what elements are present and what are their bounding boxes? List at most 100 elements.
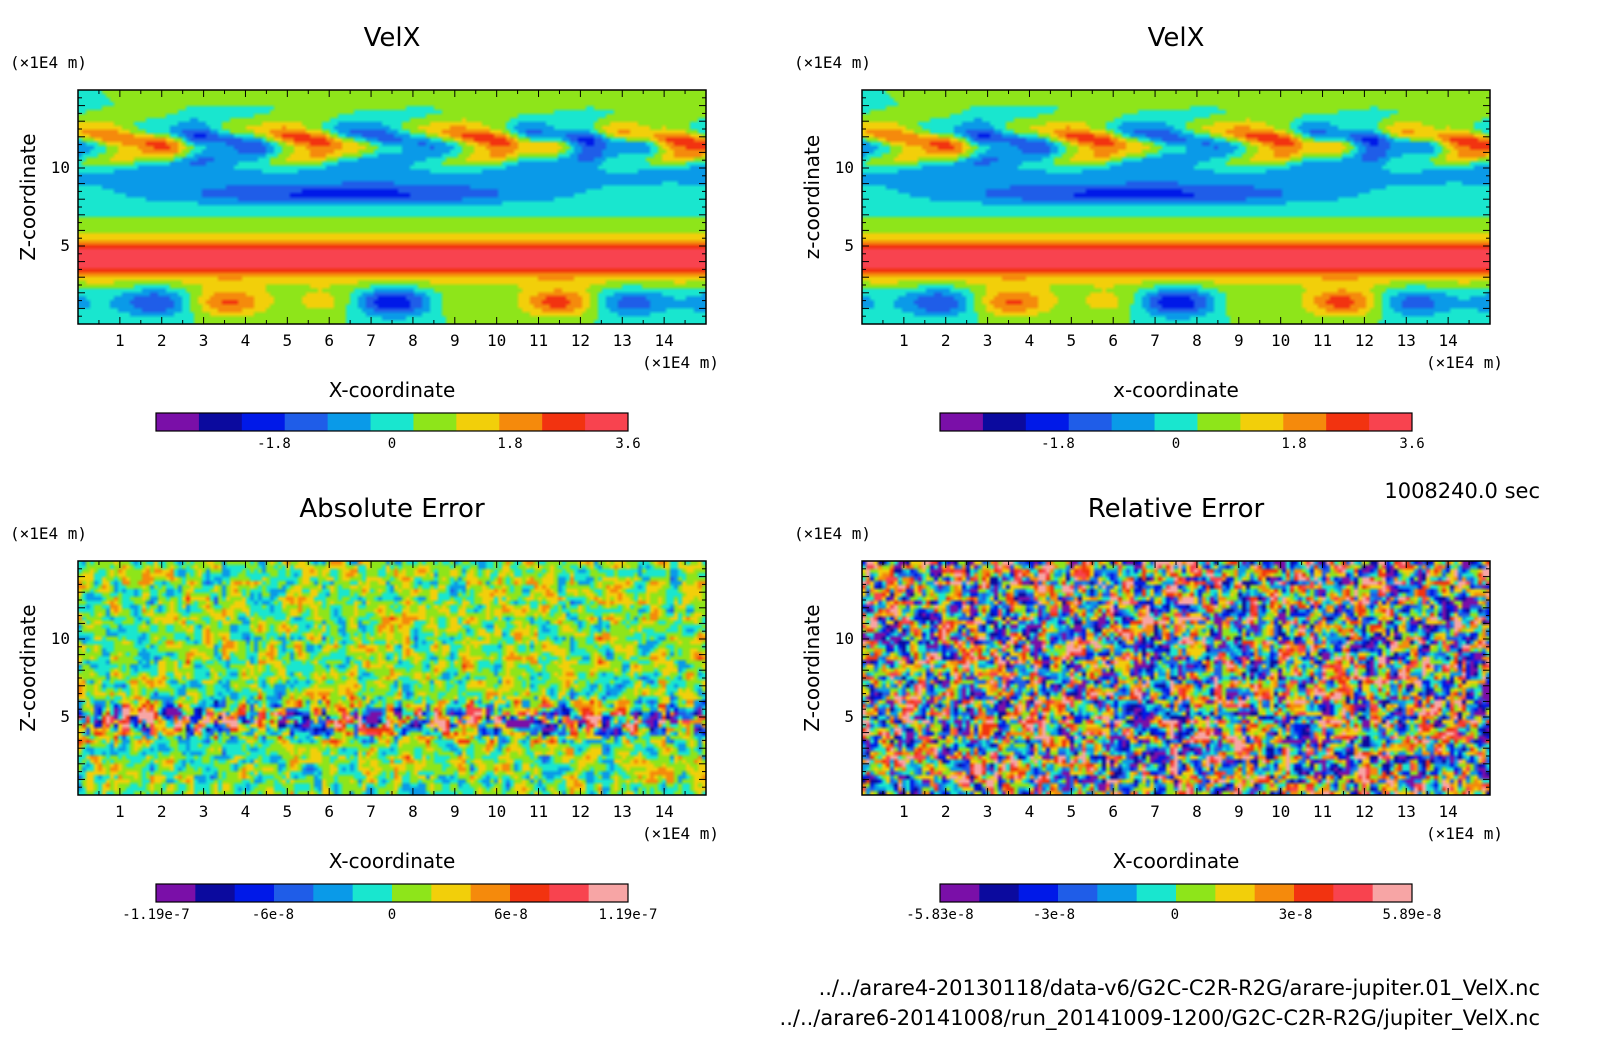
colorbar-swatch (352, 884, 393, 902)
colorbar-tick-label: -3e-8 (1033, 907, 1075, 923)
colorbar-swatch (1058, 884, 1098, 902)
colorbar-swatch (431, 884, 472, 902)
x-tick-label: 5 (1067, 331, 1077, 350)
x-tick-label: 12 (1355, 331, 1374, 350)
colorbar-swatch (241, 413, 286, 431)
colorbar-swatch (195, 884, 236, 902)
colorbar-swatch (198, 413, 243, 431)
x-axis-label: X-coordinate (1113, 849, 1240, 873)
chart-title: VelX (364, 23, 421, 53)
chart-title: VelX (1148, 23, 1205, 53)
x-tick-label: 10 (487, 331, 506, 350)
colorbar-frame (155, 883, 629, 903)
colorbar-swatch (327, 413, 372, 431)
x-tick-label: 4 (241, 331, 251, 350)
x-tick-label: 11 (1313, 331, 1332, 350)
colorbar-swatch (542, 413, 586, 431)
colorbar-swatch (1025, 413, 1070, 431)
colorbar-swatch (982, 413, 1027, 431)
x-tick-label: 4 (241, 802, 251, 821)
colorbar-swatch (156, 884, 196, 902)
colorbar-swatch (588, 884, 629, 902)
colorbar-tick-label: 1.8 (497, 436, 522, 452)
colorbar-swatch (1018, 884, 1059, 902)
colorbar-swatch (456, 413, 500, 431)
x-tick-label: 4 (1025, 802, 1035, 821)
x-tick-label: 1 (115, 802, 125, 821)
colorbar-frame (155, 412, 629, 432)
colorbar-tick-label: -1.8 (1041, 436, 1075, 452)
x-tick-label: 12 (571, 802, 590, 821)
colorbar-swatch (940, 884, 980, 902)
y-tick-label: 10 (835, 158, 854, 177)
colorbar-swatch (499, 413, 543, 431)
chart-title: Relative Error (1088, 494, 1265, 524)
x-axis-label: x-coordinate (1113, 378, 1239, 402)
colorbar-swatch (1283, 413, 1327, 431)
colorbar-swatch (1136, 884, 1177, 902)
x-tick-label: 14 (655, 802, 674, 821)
colorbar-tick-label: 1.19e-7 (598, 907, 657, 923)
x-tick-label: 3 (199, 331, 209, 350)
x-tick-label: 12 (571, 331, 590, 350)
colorbar-swatch (156, 413, 200, 431)
heatmap-field (78, 90, 706, 324)
source-file-2: ../../arare6-20141008/run_20141009-1200/… (780, 1006, 1540, 1031)
x-tick-label: 2 (157, 802, 167, 821)
x-tick-label: 13 (1397, 802, 1416, 821)
y-tick-label: 5 (844, 236, 854, 255)
colorbar-tick-label: -6e-8 (252, 907, 294, 923)
x-tick-label: 2 (157, 331, 167, 350)
x-tick-label: 3 (199, 802, 209, 821)
heatmap-field (862, 561, 1490, 795)
colorbar-tick-label: 3.6 (615, 436, 640, 452)
x-tick-label: 5 (283, 802, 293, 821)
colorbar-swatch (1326, 413, 1370, 431)
y-axis-label: Z-coordinate (16, 133, 40, 260)
x-tick-label: 7 (1150, 802, 1160, 821)
colorbar-tick-label: 3.6 (1399, 436, 1424, 452)
colorbar-swatch (1369, 413, 1413, 431)
colorbar-tick-label: 0 (1172, 436, 1180, 452)
x-tick-label: 7 (366, 802, 376, 821)
colorbar-tick-label: 6e-8 (494, 907, 528, 923)
colorbar-swatch (510, 884, 550, 902)
x-tick-label: 1 (899, 331, 909, 350)
y-tick-label: 10 (51, 158, 70, 177)
x-unit-label: (×1E4 m) (1426, 353, 1503, 372)
x-tick-label: 13 (613, 802, 632, 821)
x-tick-label: 11 (529, 802, 548, 821)
x-tick-label: 9 (450, 802, 460, 821)
colorbar-swatch (1372, 884, 1413, 902)
y-unit-label: (×1E4 m) (10, 524, 87, 543)
y-tick-label: 5 (60, 236, 70, 255)
source-file-1: ../../arare4-20130118/data-v6/G2C-C2R-R2… (819, 976, 1540, 1001)
colorbar-swatch (585, 413, 629, 431)
x-tick-label: 3 (983, 331, 993, 350)
colorbar-swatch (1215, 884, 1256, 902)
x-axis-label: X-coordinate (329, 378, 456, 402)
colorbar-swatch (1068, 413, 1113, 431)
x-tick-label: 11 (529, 331, 548, 350)
colorbar-tick-label: 0 (1171, 907, 1179, 923)
x-tick-label: 12 (1355, 802, 1374, 821)
colorbar-swatch (1240, 413, 1284, 431)
colorbar-swatch (1197, 413, 1241, 431)
colorbar-swatch (1154, 413, 1198, 431)
colorbar-tick-label: -5.83e-8 (906, 907, 973, 923)
x-tick-label: 7 (366, 331, 376, 350)
x-tick-label: 6 (1108, 802, 1118, 821)
y-unit-label: (×1E4 m) (10, 53, 87, 72)
colorbar-frame (939, 883, 1413, 903)
x-tick-label: 8 (1192, 331, 1202, 350)
x-tick-label: 14 (655, 331, 674, 350)
x-tick-label: 4 (1025, 331, 1035, 350)
y-tick-label: 5 (844, 707, 854, 726)
x-tick-label: 14 (1439, 331, 1458, 350)
heatmap-field (78, 561, 706, 795)
colorbar-swatch (370, 413, 414, 431)
x-unit-label: (×1E4 m) (1426, 824, 1503, 843)
x-tick-label: 6 (324, 331, 334, 350)
heatmap-field (862, 90, 1490, 324)
